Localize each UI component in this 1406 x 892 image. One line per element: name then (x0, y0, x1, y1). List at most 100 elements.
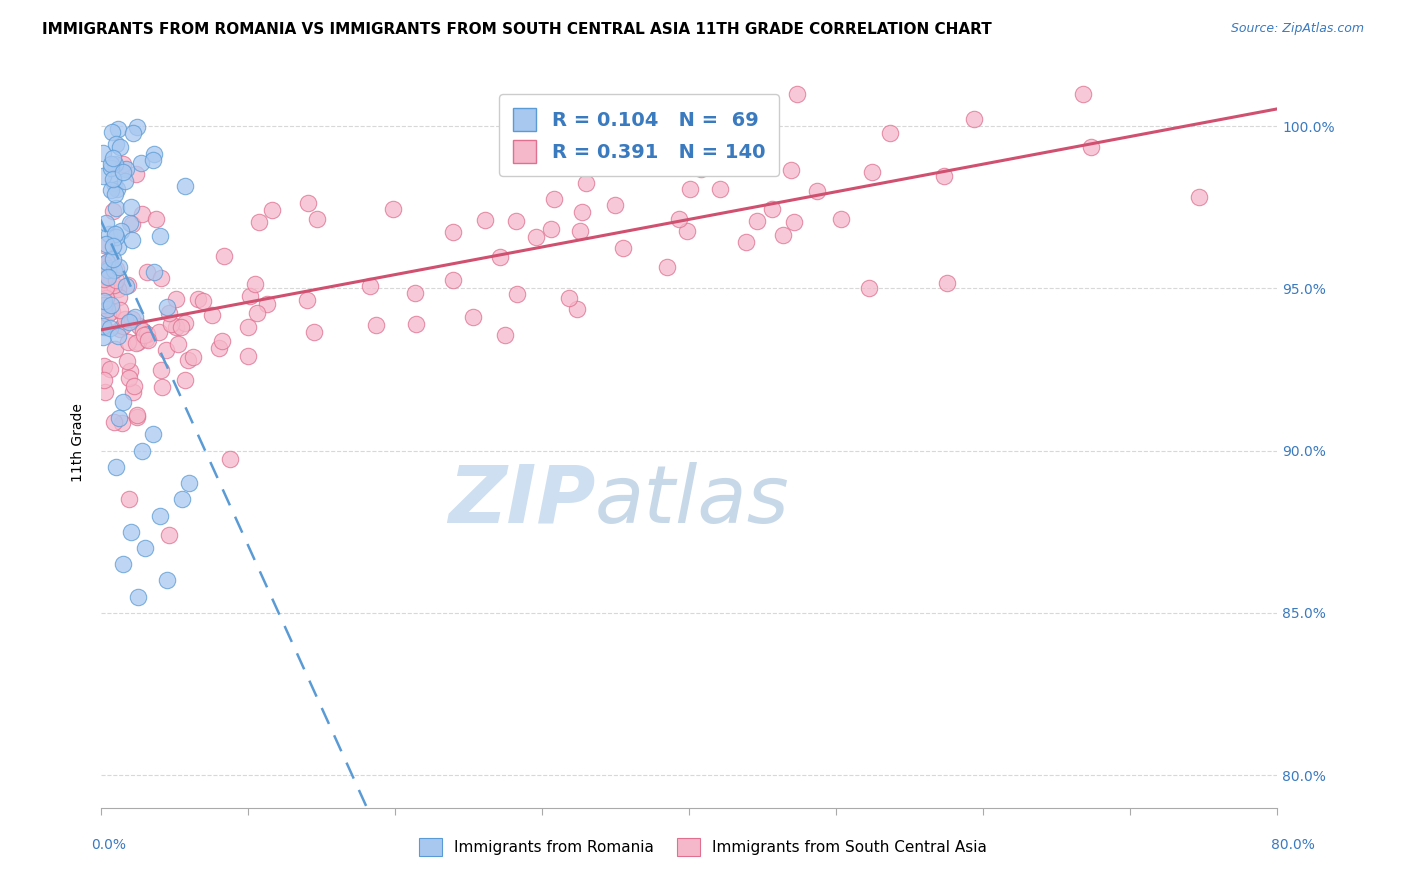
Point (98, 252, 121, 267)
Point (107, 328, 129, 343)
Point (364, 318, 387, 333)
Point (101, 252, 124, 267)
Point (96, 301, 118, 316)
Point (100, 157, 122, 171)
Point (114, 312, 136, 326)
Point (786, 87, 808, 101)
Point (117, 278, 139, 293)
Point (173, 373, 195, 387)
Point (108, 411, 131, 425)
Point (932, 169, 955, 183)
Point (1080, 140, 1102, 154)
Point (105, 181, 128, 195)
Point (127, 590, 149, 604)
Point (506, 287, 529, 301)
Point (1071, 87, 1094, 101)
Text: Source: ZipAtlas.com: Source: ZipAtlas.com (1230, 22, 1364, 36)
Point (97, 261, 120, 276)
Point (208, 341, 231, 355)
Point (761, 202, 783, 217)
Point (488, 250, 510, 264)
Point (543, 192, 565, 206)
Point (212, 249, 235, 263)
Point (307, 211, 329, 226)
Point (132, 324, 155, 338)
Point (806, 184, 828, 198)
Point (104, 342, 127, 356)
Point (174, 316, 197, 330)
Point (540, 222, 562, 236)
Point (441, 225, 464, 239)
Point (93, 298, 115, 312)
Point (150, 271, 173, 285)
Point (96, 255, 118, 269)
Point (121, 312, 143, 326)
Point (238, 350, 260, 364)
Point (689, 162, 711, 177)
Point (120, 364, 142, 378)
Point (122, 379, 145, 393)
Point (107, 122, 129, 136)
Point (170, 320, 193, 334)
Point (148, 325, 170, 339)
Point (143, 147, 166, 161)
Point (256, 297, 278, 311)
Point (108, 322, 131, 336)
Point (145, 212, 167, 227)
Point (494, 327, 516, 342)
Point (121, 217, 143, 231)
Point (101, 125, 124, 139)
Point (155, 343, 177, 358)
Point (111, 318, 134, 333)
Point (441, 273, 464, 287)
Point (93, 373, 115, 387)
Point (91, 169, 114, 183)
Point (105, 201, 128, 215)
Point (157, 306, 180, 320)
Point (96, 270, 118, 285)
Point (149, 362, 172, 376)
Point (668, 211, 690, 226)
Point (118, 216, 141, 230)
Point (98, 362, 121, 376)
Point (149, 508, 172, 523)
Point (104, 262, 127, 277)
Point (93, 257, 115, 271)
Point (127, 409, 149, 424)
Point (111, 416, 134, 430)
Point (93, 385, 115, 400)
Point (858, 281, 880, 295)
Point (100, 298, 122, 312)
Point (243, 277, 266, 291)
Point (193, 293, 215, 308)
Point (108, 289, 131, 303)
Point (135, 326, 157, 341)
Point (108, 139, 131, 153)
Point (156, 301, 179, 315)
Point (187, 292, 209, 306)
Point (679, 182, 702, 196)
Point (156, 574, 179, 588)
Point (759, 127, 782, 141)
Point (107, 282, 129, 296)
Point (94, 279, 117, 293)
Point (127, 334, 149, 349)
Point (112, 558, 135, 572)
Text: atlas: atlas (595, 462, 790, 540)
Point (104, 186, 127, 201)
Point (211, 334, 233, 349)
Point (93, 359, 115, 373)
Point (134, 327, 156, 342)
Point (120, 200, 142, 214)
Legend: Immigrants from Romania, Immigrants from South Central Asia: Immigrants from Romania, Immigrants from… (413, 832, 993, 862)
Point (117, 371, 139, 385)
Point (571, 205, 593, 219)
Point (112, 395, 135, 409)
Point (745, 214, 768, 228)
Point (179, 476, 201, 491)
Point (108, 303, 131, 318)
Point (114, 161, 136, 176)
Point (135, 332, 157, 346)
Point (91, 330, 114, 344)
Text: ZIP: ZIP (447, 462, 595, 540)
